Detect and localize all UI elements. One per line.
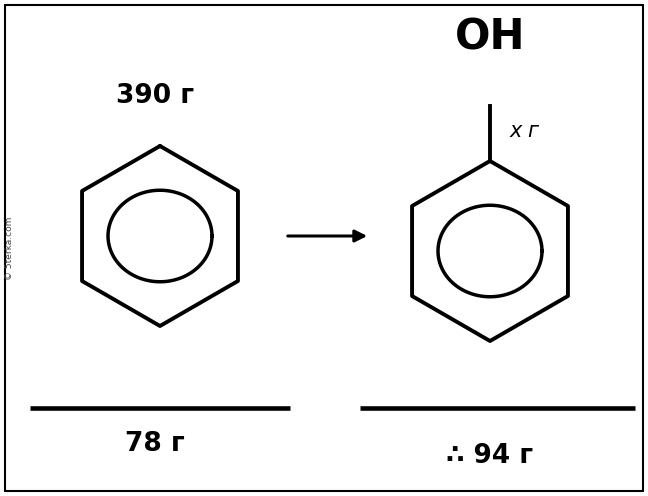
Text: © 5terka.com: © 5terka.com	[5, 216, 14, 280]
Text: x г: x г	[510, 121, 540, 141]
Text: 78 г: 78 г	[125, 431, 185, 457]
Text: ∴ 94 г: ∴ 94 г	[446, 443, 533, 469]
Text: OH: OH	[455, 17, 526, 59]
Text: 390 г: 390 г	[116, 83, 194, 109]
